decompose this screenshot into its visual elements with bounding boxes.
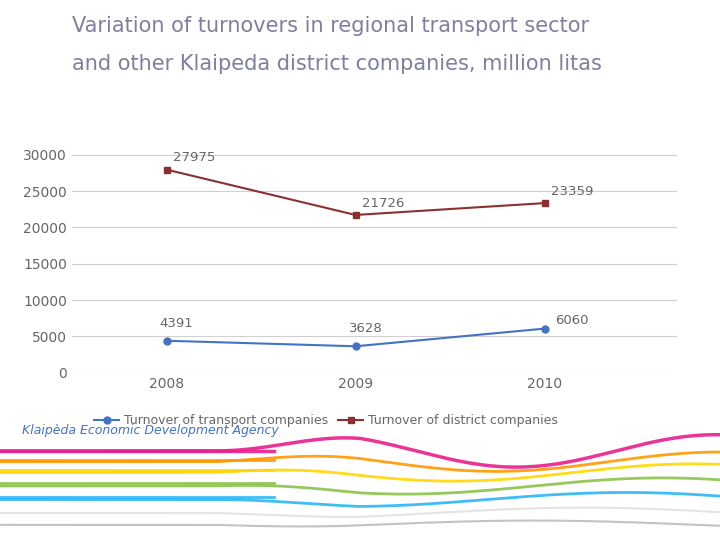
Legend: Turnover of transport companies, Turnover of district companies: Turnover of transport companies, Turnove… [89,409,563,432]
Turnover of transport companies [162,338,171,344]
Text: 4391: 4391 [160,317,193,330]
Text: Variation of turnovers in regional transport sector: Variation of turnovers in regional trans… [72,16,589,36]
Text: 21726: 21726 [362,197,405,210]
Turnover of district companies [162,166,171,173]
Text: 6060: 6060 [556,314,589,327]
Line: Turnover of transport companies: Turnover of transport companies [163,325,548,350]
Turnover of district companies [351,212,360,218]
Turnover of transport companies [540,326,549,332]
Turnover of district companies [540,200,549,206]
Text: Klaipèda Economic Development Agency: Klaipèda Economic Development Agency [22,424,279,437]
Turnover of transport companies [351,343,360,349]
Text: and other Klaipeda district companies, million litas: and other Klaipeda district companies, m… [72,54,602,74]
Text: 27975: 27975 [174,151,216,164]
Text: 23359: 23359 [552,185,594,198]
Text: 3628: 3628 [348,322,382,335]
Line: Turnover of district companies: Turnover of district companies [163,166,548,218]
